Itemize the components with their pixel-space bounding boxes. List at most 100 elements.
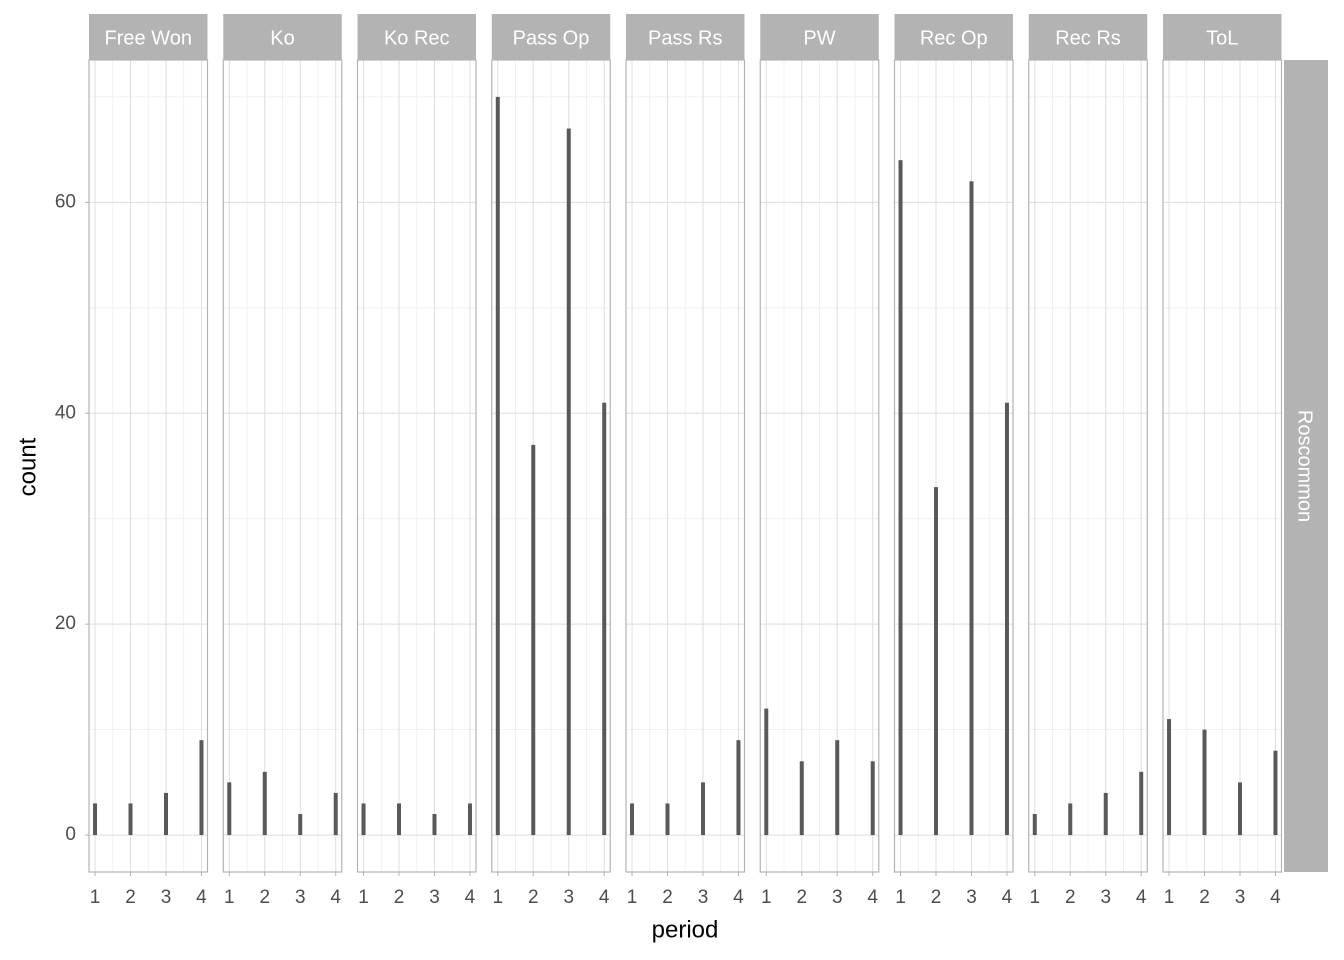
x-tick-label: 1 [224,887,235,908]
facet-strip [1028,14,1148,60]
x-tick-label: 1 [1164,887,1175,908]
bar [969,181,974,836]
facet-strip [894,14,1013,60]
y-tick-label: 60 [55,191,76,212]
x-tick-label: 4 [867,887,878,908]
facet-strip [357,14,476,60]
bar [495,96,500,836]
bar [1202,729,1207,836]
bar [531,444,536,836]
row-strip [1284,60,1328,872]
bar [262,771,267,836]
x-tick-label: 1 [492,887,503,908]
x-tick-label: 3 [1100,887,1111,908]
bar [898,160,903,836]
panel-border [88,59,209,873]
facet-strip [1163,14,1282,60]
bar [467,803,472,836]
x-tick-label: 4 [599,887,610,908]
bar [1068,803,1073,836]
bar [934,487,939,836]
facet-strip [491,14,611,60]
panel-border [1028,59,1148,873]
facet-title: Ko Rec [384,27,450,49]
x-tick-label: 1 [895,887,906,908]
bar [163,792,168,836]
x-tick-label: 1 [90,887,101,908]
panel-border [1162,59,1283,873]
bar [1273,750,1278,836]
x-tick-label: 2 [662,887,673,908]
bar [227,782,232,836]
panel-border [491,59,611,873]
x-tick-label: 2 [259,887,270,908]
facet-title: Rec Rs [1055,27,1121,49]
bar [1103,792,1108,836]
x-tick-label: 4 [465,887,476,908]
x-tick-label: 2 [394,887,405,908]
x-tick-label: 3 [698,887,709,908]
bar [870,761,875,836]
bar [566,128,571,836]
x-tick-label: 4 [330,887,341,908]
y-tick-label: 20 [55,613,76,634]
facet-strip [626,14,745,60]
x-axis-title: period [652,916,719,943]
x-tick-label: 3 [1235,887,1246,908]
x-tick-label: 2 [796,887,807,908]
bar [397,803,402,836]
x-tick-label: 2 [125,887,136,908]
row-strip-label: Roscommon [1294,410,1316,522]
bar [298,814,303,836]
facet-title: Pass Op [513,27,590,49]
x-tick-label: 3 [832,887,843,908]
x-tick-label: 1 [1029,887,1040,908]
bar [764,708,769,836]
y-tick-label: 0 [65,824,76,845]
y-tick-label: 40 [55,402,76,423]
bar [665,803,670,836]
bar [630,803,635,836]
x-tick-label: 3 [966,887,977,908]
x-tick-label: 3 [429,887,440,908]
bar [1237,782,1242,836]
bar [128,803,133,836]
facet-title: PW [803,27,835,49]
bar [199,740,204,836]
bar [93,803,98,836]
bar [835,740,840,836]
panel-border [759,59,880,873]
bar [602,402,607,836]
facet-title: Ko [270,27,294,49]
bar [1004,402,1009,836]
facet-strip [89,14,208,60]
bar [1167,719,1172,836]
panel-border [625,59,746,873]
x-tick-label: 1 [358,887,369,908]
x-tick-label: 2 [1199,887,1210,908]
x-tick-label: 2 [931,887,942,908]
x-tick-label: 4 [1002,887,1013,908]
bar [700,782,705,836]
bar [361,803,366,836]
x-tick-label: 4 [196,887,207,908]
x-tick-label: 3 [563,887,574,908]
panel-border [222,59,343,873]
x-tick-label: 3 [161,887,172,908]
bar [736,740,741,836]
facet-title: Rec Op [920,27,988,49]
panel-border [893,59,1014,873]
bar [799,761,804,836]
x-tick-label: 1 [627,887,638,908]
facet-title: Pass Rs [648,27,722,49]
x-tick-label: 4 [733,887,744,908]
x-tick-label: 1 [761,887,772,908]
y-axis-title: count [14,437,41,496]
bar [1032,814,1037,836]
x-tick-label: 4 [1270,887,1281,908]
x-tick-label: 2 [1065,887,1076,908]
x-tick-label: 4 [1136,887,1147,908]
panel-border [356,59,477,873]
